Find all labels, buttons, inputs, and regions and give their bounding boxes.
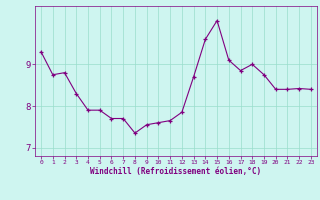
X-axis label: Windchill (Refroidissement éolien,°C): Windchill (Refroidissement éolien,°C) — [91, 167, 261, 176]
